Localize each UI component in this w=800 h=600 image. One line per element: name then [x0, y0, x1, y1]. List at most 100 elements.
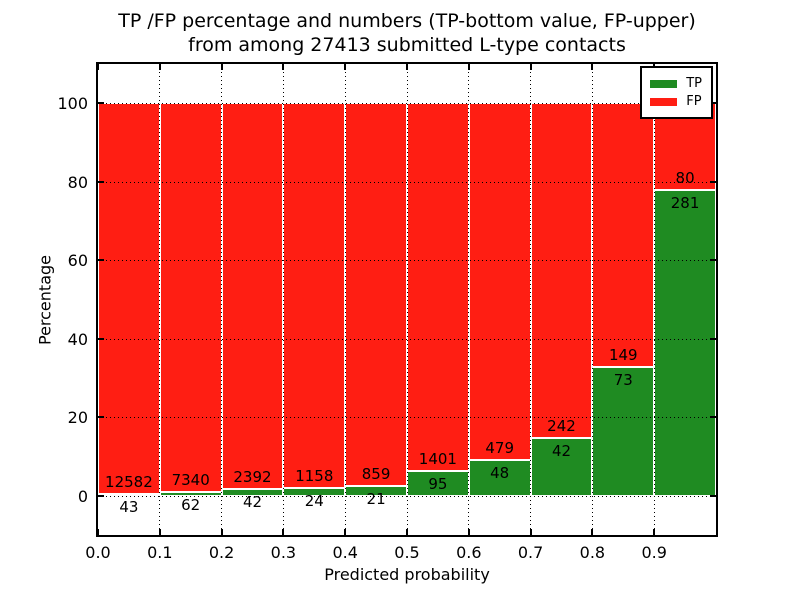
- tp-count-label-0: 43: [119, 498, 139, 517]
- y-tick-left-40: [98, 337, 104, 340]
- chart-title: TP /FP percentage and numbers (TP-bottom…: [96, 9, 718, 57]
- tp-count-label-6: 48: [490, 464, 510, 482]
- y-tick-right-40: [710, 337, 716, 340]
- tp-count-label-8: 73: [613, 370, 633, 389]
- x-tick-top-0: [97, 64, 99, 70]
- x-tick-label-0: 0.0: [85, 543, 111, 562]
- x-tick-label-7: 0.7: [517, 543, 544, 562]
- x-tick-bottom-0: [97, 529, 99, 535]
- fp-count-label-6: 479: [485, 439, 515, 457]
- x-tick-bottom-3: [282, 529, 285, 535]
- y-tick-right-0: [710, 494, 716, 497]
- x-tick-top-5: [406, 64, 408, 70]
- y-tick-right-60: [710, 259, 716, 262]
- x-tick-top-3: [282, 64, 285, 70]
- fp-bar-segment-8: [592, 103, 655, 367]
- fp-count-label-3: 1158: [295, 466, 334, 485]
- y-tick-left-20: [98, 416, 104, 419]
- legend: TP FP: [640, 66, 713, 119]
- x-tick-top-1: [158, 64, 161, 70]
- fp-bar-segment-6: [468, 103, 531, 460]
- tp-bar-segment-9: [654, 190, 716, 496]
- y-tick-right-20: [710, 416, 716, 419]
- fp-count-label-1: 7340: [171, 471, 210, 490]
- fp-count-label-2: 2392: [233, 467, 272, 486]
- v-gridline-7: [530, 64, 532, 535]
- y-tick-right-100: [710, 102, 716, 105]
- y-tick-label-100: 100: [57, 94, 88, 114]
- chart-title-line2: from among 27413 submitted L-type contac…: [188, 34, 626, 56]
- x-tick-bottom-6: [467, 529, 470, 535]
- fp-count-label-5: 1401: [418, 449, 457, 468]
- x-tick-bottom-8: [591, 529, 594, 535]
- x-tick-bottom-7: [529, 529, 532, 535]
- tp-legend-swatch: [650, 79, 678, 88]
- x-tick-top-8: [591, 64, 594, 70]
- x-tick-label-5: 0.5: [394, 543, 420, 562]
- chart-title-line1: TP /FP percentage and numbers (TP-bottom…: [118, 10, 696, 32]
- tp-bar-segment-6: [468, 460, 531, 496]
- x-tick-label-1: 0.1: [147, 543, 173, 562]
- y-tick-left-100: [98, 102, 104, 105]
- fp-count-label-4: 859: [361, 465, 391, 484]
- legend-item-tp: TP: [650, 76, 702, 91]
- tp-count-label-2: 42: [242, 492, 263, 511]
- y-tick-label-20: 20: [67, 408, 88, 428]
- x-tick-bottom-5: [406, 529, 408, 535]
- y-tick-label-0: 0: [77, 486, 88, 506]
- fp-count-label-0: 12582: [105, 473, 153, 492]
- v-gridline-4: [344, 64, 346, 535]
- x-tick-bottom-9: [653, 529, 656, 535]
- x-tick-top-6: [467, 64, 470, 70]
- x-tick-label-4: 0.4: [332, 543, 358, 562]
- fp-legend-label: FP: [686, 94, 702, 109]
- tp-count-label-3: 24: [304, 491, 324, 510]
- fp-bar-segment-5: [407, 103, 469, 471]
- fp-legend-swatch: [650, 97, 678, 106]
- tp-count-label-5: 95: [428, 474, 448, 493]
- legend-item-fp: FP: [650, 94, 702, 109]
- y-tick-label-60: 60: [67, 251, 88, 271]
- x-tick-label-9: 0.9: [641, 543, 667, 562]
- x-tick-bottom-1: [158, 529, 161, 535]
- fp-count-label-7: 242: [547, 416, 576, 435]
- v-gridline-5: [406, 64, 408, 535]
- x-tick-label-8: 0.8: [579, 543, 606, 562]
- y-tick-label-40: 40: [67, 329, 88, 349]
- v-gridline-3: [282, 64, 284, 535]
- x-tick-bottom-4: [344, 529, 347, 535]
- fp-bar-segment-1: [159, 103, 222, 493]
- x-tick-top-2: [220, 64, 223, 70]
- plot-area: TP FP 12582 43 7340 62 2392 42 1158 24 859 21 1401…: [96, 62, 718, 537]
- fp-bar-segment-4: [345, 103, 407, 487]
- x-tick-top-4: [344, 64, 347, 70]
- fp-bar-segment-7: [530, 103, 593, 438]
- x-axis-label: Predicted probability: [324, 565, 490, 584]
- x-tick-top-7: [529, 64, 532, 70]
- tp-count-label-9: 281: [670, 194, 700, 213]
- x-tick-label-3: 0.3: [270, 543, 297, 562]
- v-gridline-8: [591, 64, 593, 535]
- y-tick-left-80: [98, 180, 104, 183]
- tp-count-label-4: 21: [366, 490, 386, 509]
- v-gridline-6: [468, 64, 470, 535]
- x-tick-label-6: 0.6: [456, 543, 482, 562]
- v-gridline-2: [221, 64, 223, 535]
- y-tick-right-80: [710, 180, 716, 183]
- fp-bar-segment-3: [283, 103, 346, 488]
- y-tick-left-0: [98, 494, 104, 497]
- fp-bar-segment-2: [221, 103, 284, 489]
- y-tick-left-60: [98, 259, 104, 262]
- y-tick-label-80: 80: [67, 172, 88, 192]
- v-gridline-9: [653, 64, 655, 535]
- fp-count-label-9: 80: [675, 169, 695, 188]
- v-gridline-1: [159, 64, 161, 535]
- tp-count-label-7: 42: [551, 441, 572, 460]
- fp-count-label-8: 149: [608, 345, 638, 364]
- x-tick-label-2: 0.2: [208, 543, 235, 562]
- fp-bar-segment-0: [98, 103, 160, 495]
- tp-legend-label: TP: [686, 76, 702, 91]
- x-tick-bottom-2: [220, 529, 223, 535]
- tp-count-label-1: 62: [181, 496, 201, 515]
